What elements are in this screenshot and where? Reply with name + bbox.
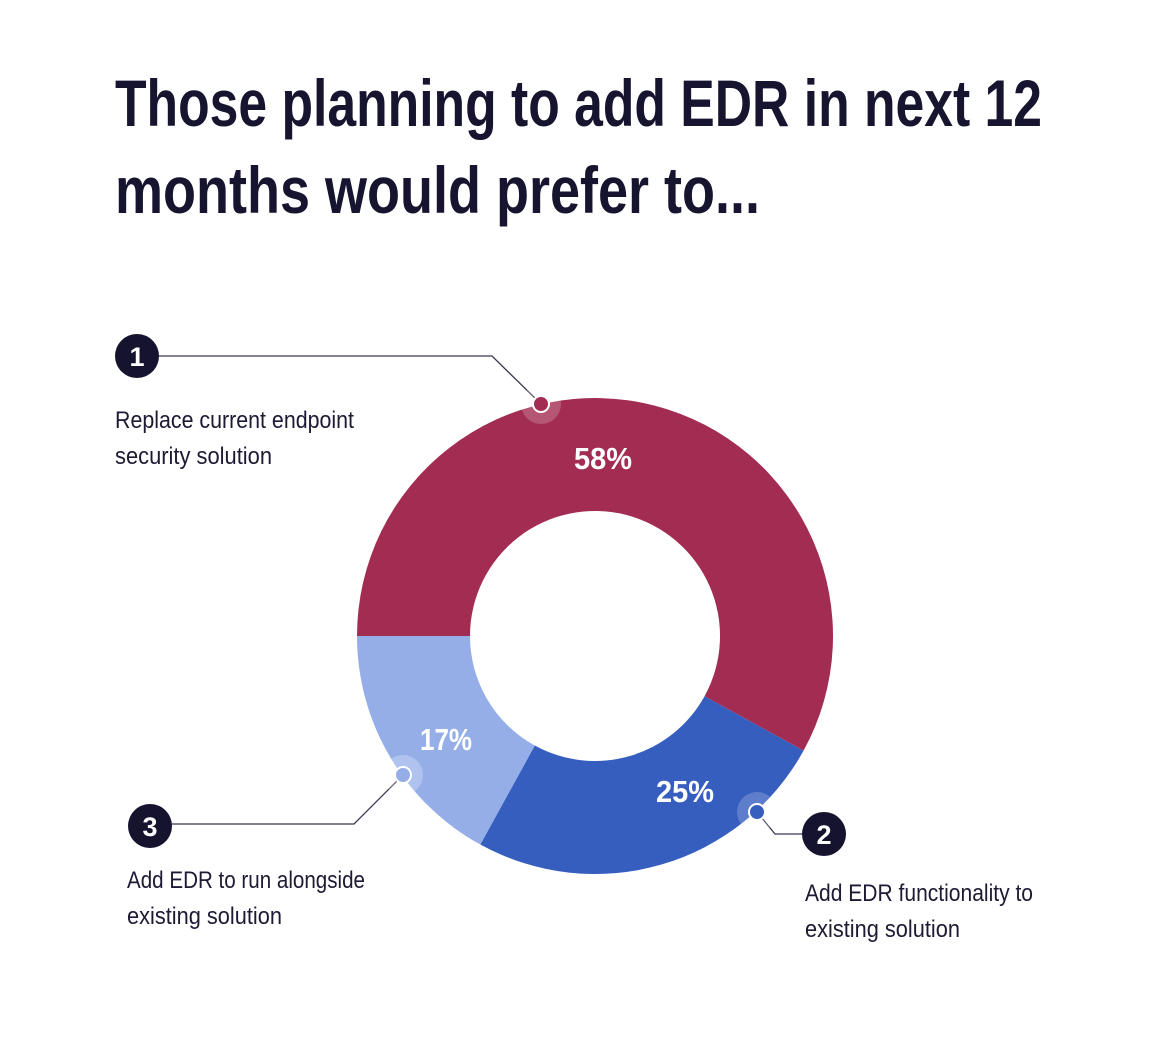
- callout-badge-1: 1: [115, 334, 159, 378]
- callout-2-line-2: existing solution: [805, 916, 960, 943]
- leader-line-2: [756, 811, 802, 835]
- chart-title-line-2: months would prefer to...: [115, 153, 760, 227]
- donut-slices: [357, 398, 833, 874]
- leader-line-1: [159, 355, 542, 405]
- callout-number-3: 3: [142, 812, 157, 842]
- callout-3-line-2: existing solution: [127, 903, 282, 930]
- marker-dot-2: [748, 803, 766, 821]
- leader-line-3: [172, 774, 404, 825]
- callout-number-2: 2: [816, 820, 831, 850]
- data-label-17: 17%: [420, 722, 472, 757]
- marker-dot-1: [532, 395, 550, 413]
- data-label-58: 58%: [574, 441, 632, 476]
- donut-slice-1: [357, 398, 833, 751]
- donut-slice-3: [357, 636, 535, 845]
- callout-1-line-2: security solution: [115, 443, 272, 470]
- donut-slice-2: [480, 696, 804, 874]
- marker-dot-3: [394, 766, 412, 784]
- callout-number-1: 1: [129, 342, 144, 372]
- chart-title-line-1: Those planning to add EDR in next 12: [115, 66, 1042, 140]
- callout-2-line-1: Add EDR functionality to: [805, 880, 1033, 907]
- data-label-25: 25%: [656, 774, 714, 809]
- callout-1-line-1: Replace current endpoint: [115, 407, 354, 434]
- callout-badge-2: 2: [802, 812, 846, 856]
- callout-badge-3: 3: [128, 804, 172, 848]
- callout-3-line-1: Add EDR to run alongside: [127, 867, 365, 894]
